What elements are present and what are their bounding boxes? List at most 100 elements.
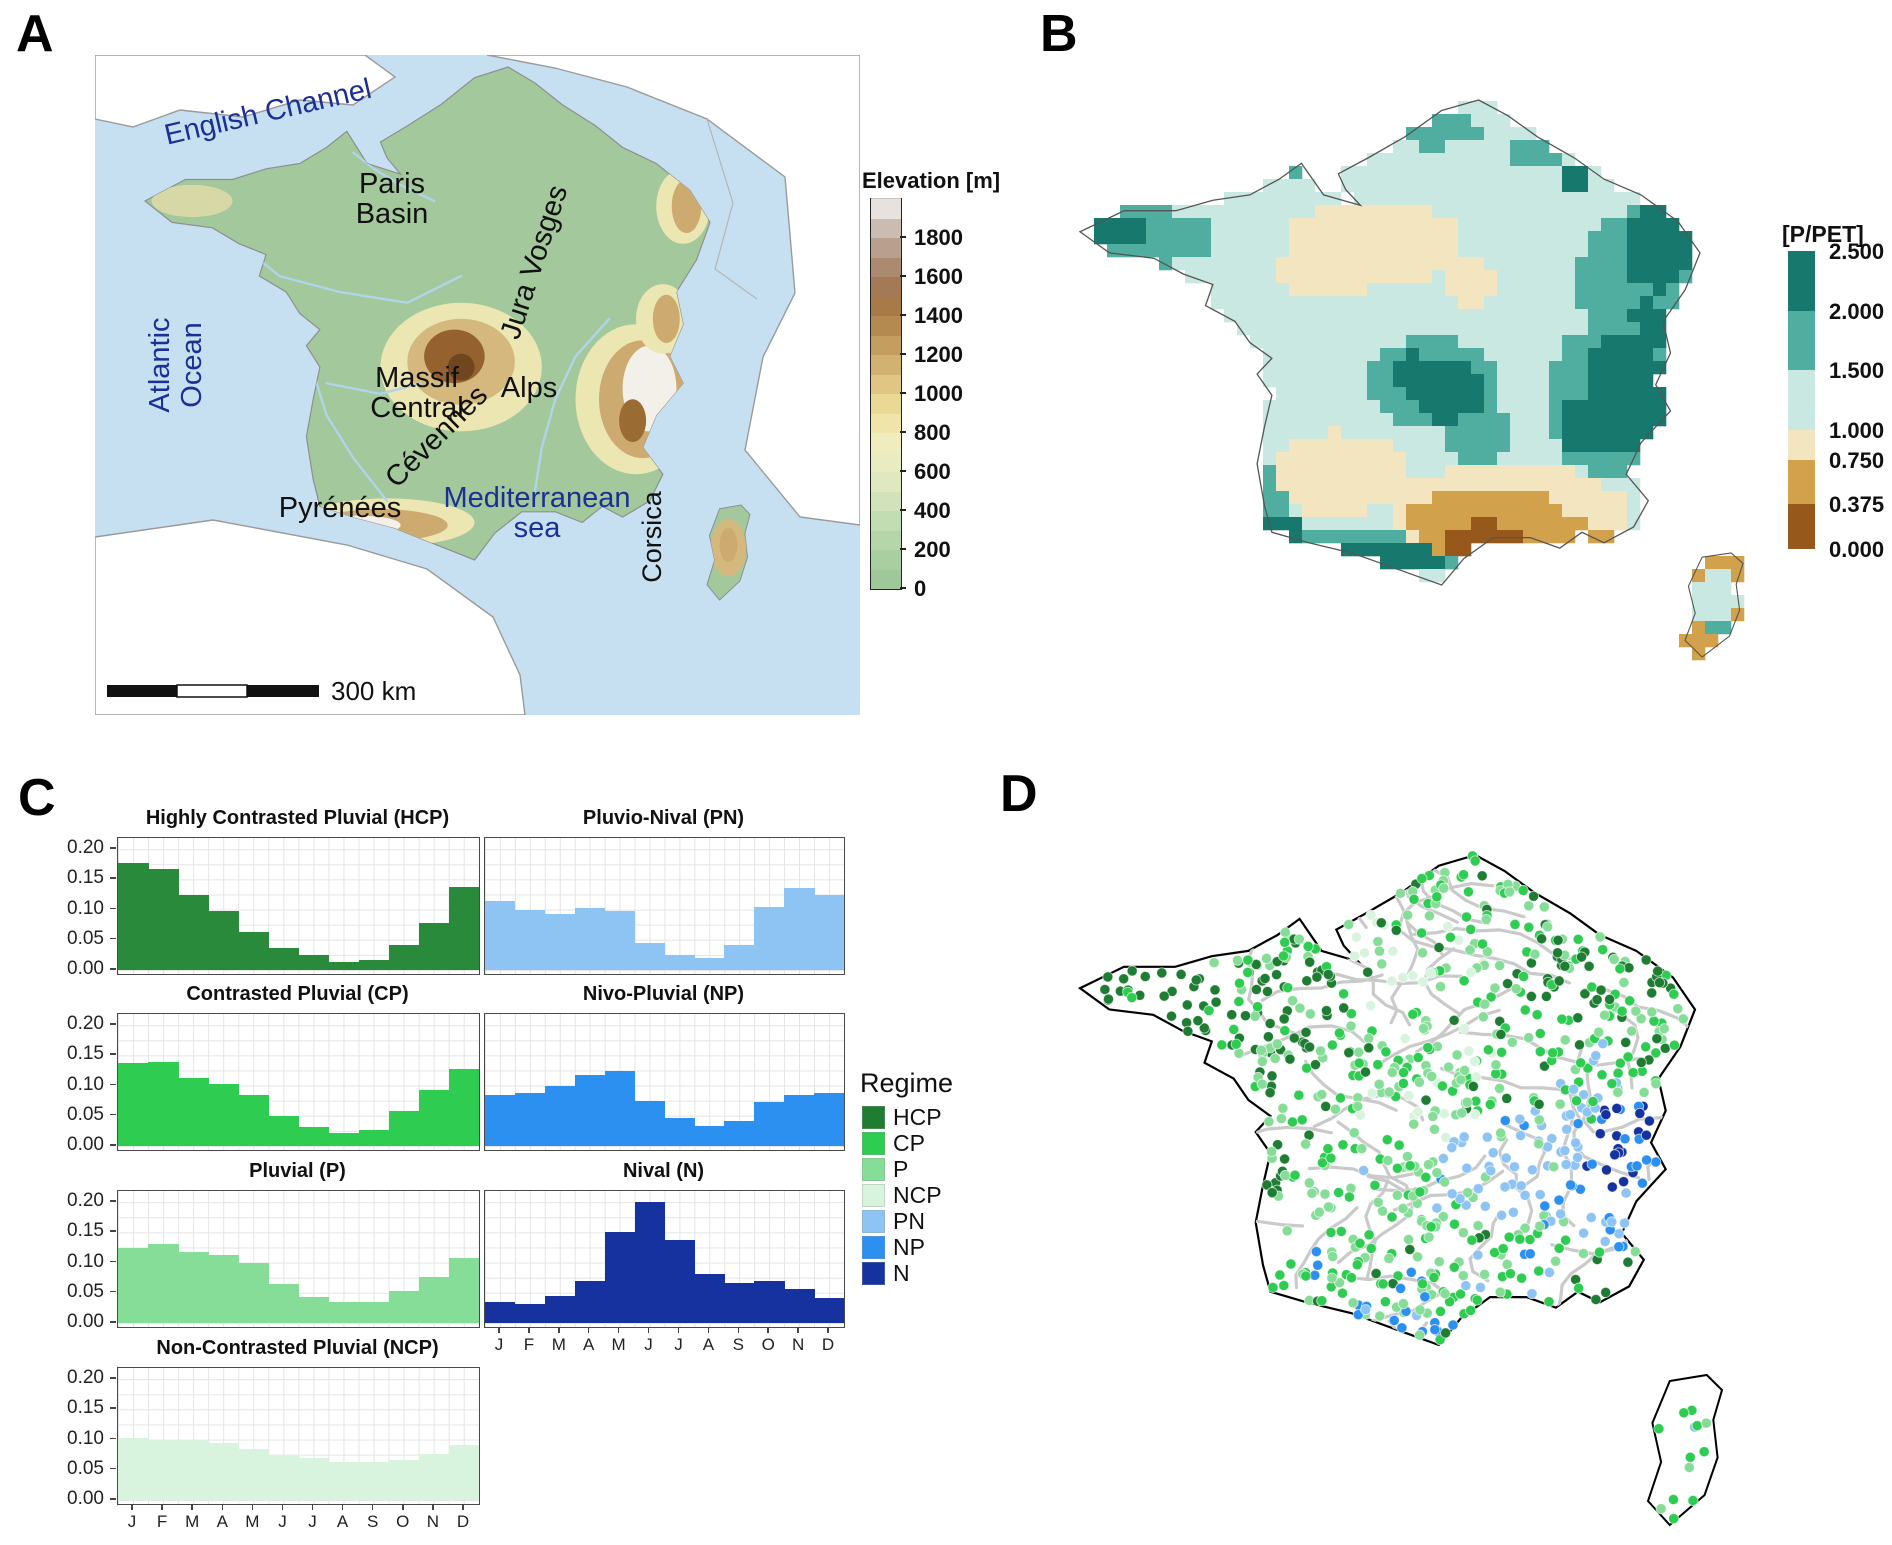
station-dot <box>1353 1046 1365 1058</box>
station-dot <box>1651 1033 1663 1045</box>
river <box>352 151 436 203</box>
station-dot <box>1543 1296 1555 1308</box>
station-dot <box>1408 1118 1420 1130</box>
station-dot <box>1523 921 1535 933</box>
elevation-tick-label: 0 <box>914 576 927 601</box>
station-dot <box>1590 1293 1602 1306</box>
bar <box>814 894 845 970</box>
x-tick-label: F <box>523 1335 535 1354</box>
station-dot <box>1624 995 1636 1007</box>
y-tick-label: 0.00 <box>67 958 104 979</box>
station-dot <box>1239 1010 1252 1022</box>
ppet-cells <box>1094 101 1745 661</box>
station-dot <box>1458 1022 1470 1034</box>
terrain-blob <box>652 294 680 343</box>
station-dot <box>1590 1050 1602 1062</box>
bar <box>358 960 390 970</box>
station-dot <box>1309 1059 1322 1071</box>
elevation-tick-label: 1200 <box>914 342 963 367</box>
station-dot <box>1539 1200 1551 1212</box>
regime-swatch-HCP <box>862 1106 885 1129</box>
station-dot <box>1383 1086 1395 1098</box>
chart-title-HCP: Highly Contrasted Pluvial (HCP) <box>145 807 450 829</box>
bar <box>388 1291 420 1323</box>
x-tick-label: A <box>216 1512 228 1531</box>
station-dot <box>1523 900 1535 912</box>
station-dot <box>1506 1036 1518 1048</box>
station-dot <box>1518 970 1530 983</box>
station-dot <box>1534 1189 1546 1201</box>
station-dot <box>1190 974 1202 986</box>
station-dot <box>1363 1042 1375 1054</box>
bar <box>448 1257 480 1323</box>
bar <box>784 887 815 970</box>
station-dot <box>1519 1189 1531 1201</box>
bar <box>485 1094 516 1146</box>
river <box>311 371 389 503</box>
chart-plot-NCP <box>117 1367 480 1505</box>
map-label: Central <box>370 392 464 424</box>
y-tick-label: 0.20 <box>67 1190 104 1212</box>
chart-title-NP: Nivo-Pluvial (NP) <box>582 983 745 1005</box>
station-dot <box>1481 1131 1493 1143</box>
bar <box>118 1063 149 1146</box>
station-dot <box>1365 999 1377 1012</box>
station-dot <box>1579 988 1591 1000</box>
station-dot <box>1300 1026 1312 1038</box>
regime-legend-title: Regime <box>860 1068 954 1098</box>
station-dot <box>1228 1023 1240 1035</box>
ppet-band <box>1788 310 1815 371</box>
station-dot <box>1485 1165 1497 1177</box>
station-dot <box>1393 1139 1405 1151</box>
bar <box>178 1439 209 1500</box>
station-dot <box>1534 1046 1546 1058</box>
station-dot <box>1404 1243 1416 1256</box>
station-dot <box>1472 1220 1484 1232</box>
station-dot <box>1469 1055 1481 1068</box>
station-dot <box>1604 993 1616 1005</box>
station-dot <box>1284 1053 1296 1065</box>
station-dot <box>1397 1066 1410 1079</box>
station-dot <box>1490 1059 1502 1071</box>
ppet-tick-label: 1.500 <box>1829 358 1885 384</box>
station-dot <box>1594 931 1606 943</box>
station-dot <box>1407 1008 1419 1020</box>
station-dot <box>1687 1494 1699 1507</box>
bar <box>418 1277 450 1323</box>
station-dot <box>1495 1028 1507 1040</box>
station-dot <box>1613 1241 1625 1253</box>
station-dot <box>1358 1164 1370 1177</box>
station-dot <box>1249 1010 1261 1022</box>
ppet-tick-label: 2.500 <box>1829 239 1885 264</box>
station-dot <box>1515 1180 1527 1192</box>
station-dot-map-france <box>1030 790 1830 1545</box>
bar <box>328 1461 360 1500</box>
bar <box>418 922 450 970</box>
regime-label-PN: PN <box>893 1208 925 1234</box>
country-border <box>706 118 758 300</box>
station-dot <box>1403 1233 1415 1246</box>
x-tick-label: S <box>732 1335 744 1354</box>
station-dot <box>1203 1005 1215 1017</box>
station-dot <box>1233 977 1246 989</box>
station-dot <box>1425 967 1437 979</box>
station-dot <box>1416 1278 1429 1290</box>
station-dot <box>1437 1152 1449 1164</box>
bar <box>448 886 480 970</box>
station-dot <box>1363 1032 1375 1044</box>
station-dot <box>1397 1202 1409 1214</box>
england-landmass <box>94 54 397 128</box>
bar <box>694 957 725 970</box>
station-dot <box>1575 1057 1587 1069</box>
station-dot <box>1672 1003 1684 1015</box>
bar <box>268 947 299 970</box>
station-dot <box>1416 947 1429 959</box>
station-dot <box>1500 1152 1512 1164</box>
map-label: Corsica <box>637 490 667 583</box>
station-dot <box>1572 1118 1584 1130</box>
station-dot <box>1533 1114 1545 1126</box>
ppet-band <box>1788 504 1815 549</box>
station-dot <box>1279 1153 1291 1165</box>
station-dot <box>1496 1046 1508 1058</box>
station-dot <box>1593 1026 1605 1038</box>
